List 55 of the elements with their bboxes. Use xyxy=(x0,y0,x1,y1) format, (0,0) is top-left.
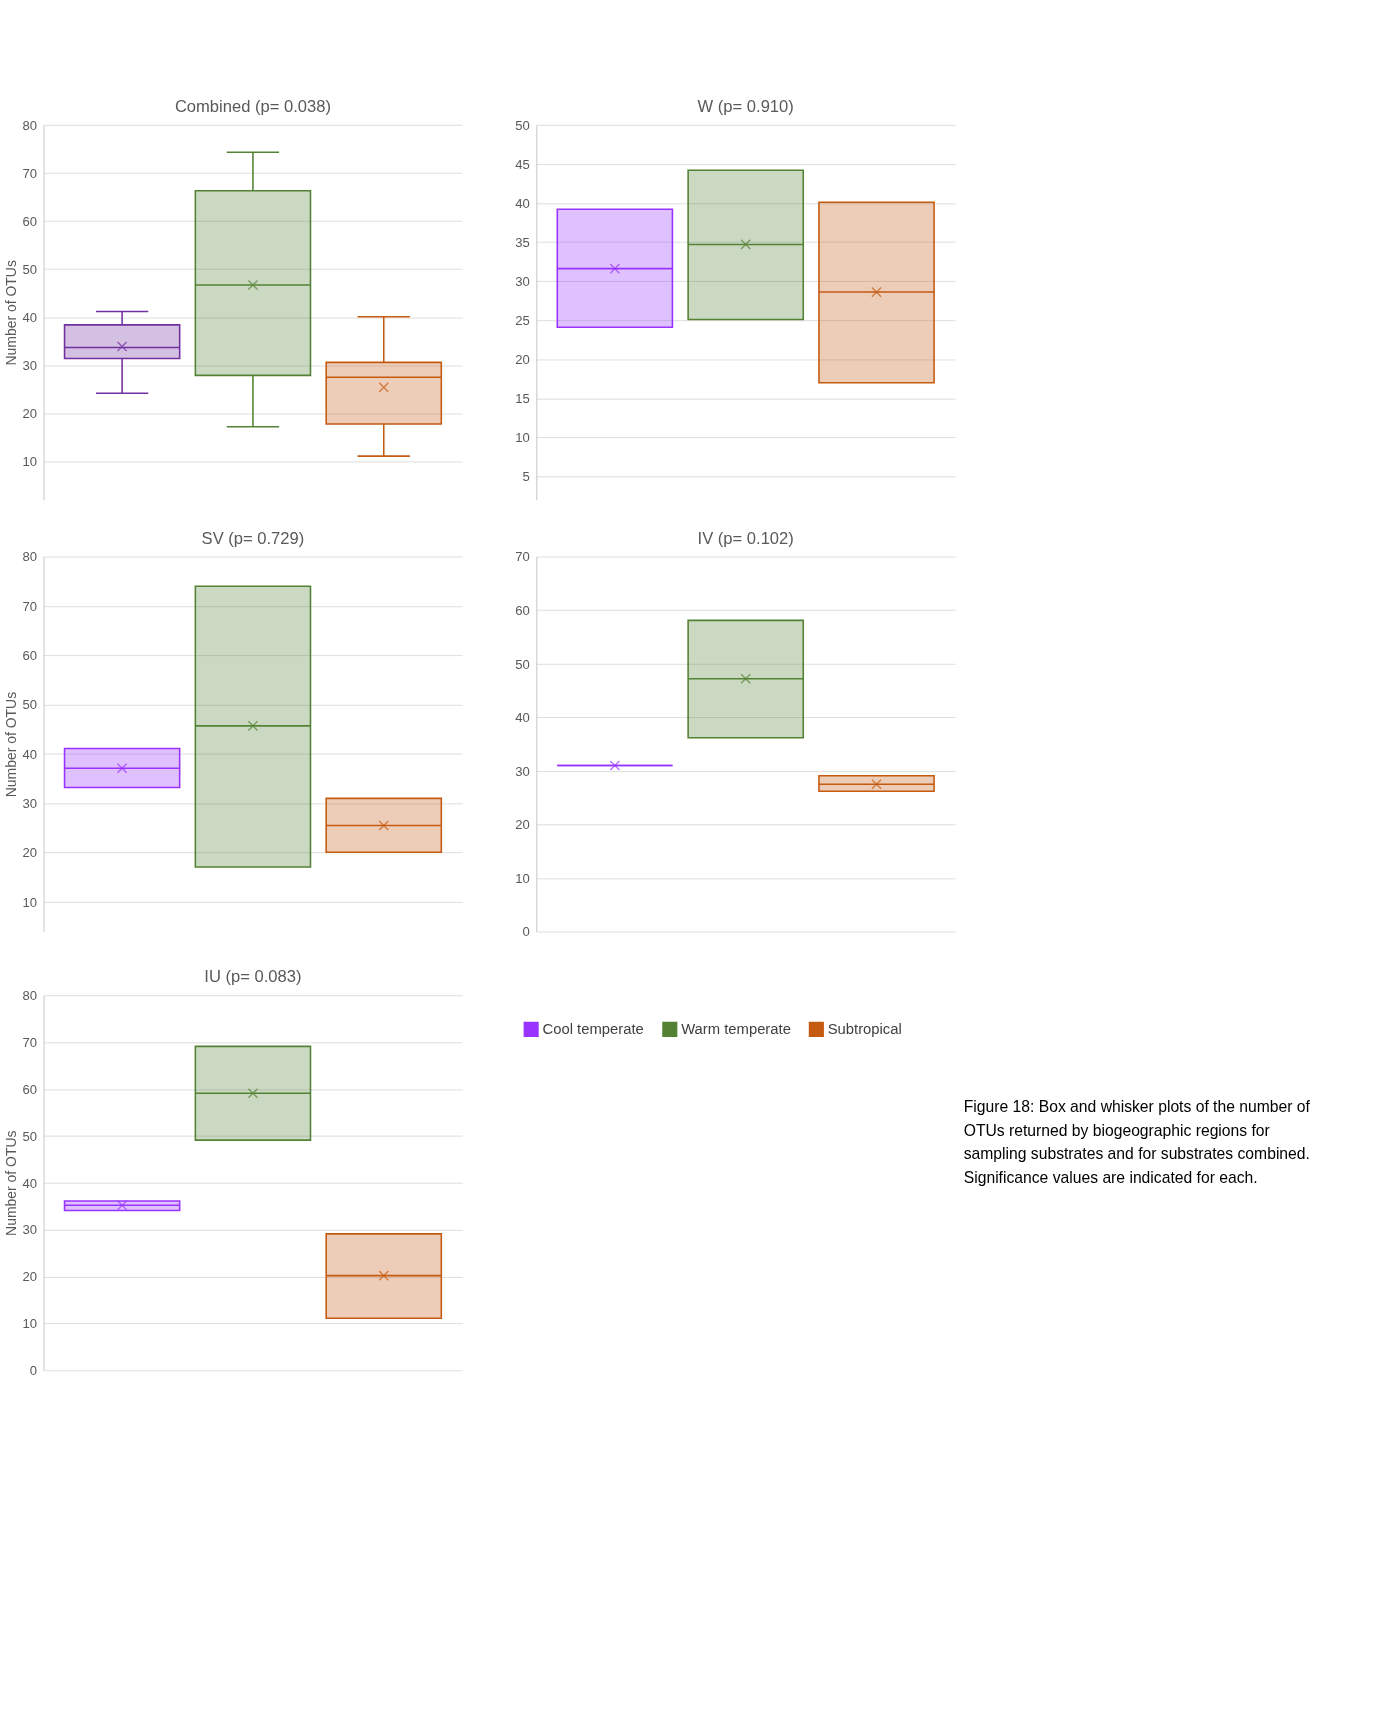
y-tick-label: 60 xyxy=(22,213,38,229)
y-tick-label: 60 xyxy=(22,648,38,664)
y-tick-label: 10 xyxy=(22,1316,38,1332)
chart-title: W (p= 0.910) xyxy=(697,96,794,116)
y-tick-label: 50 xyxy=(22,697,38,713)
y-axis-title: Number of OTUs xyxy=(3,691,20,798)
legend-label: Warm temperate xyxy=(681,1020,791,1037)
y-tick-label: 40 xyxy=(515,195,530,211)
y-tick-label: 20 xyxy=(22,1269,38,1285)
y-tick-label: 80 xyxy=(22,549,38,565)
y-tick-label: 50 xyxy=(515,656,530,672)
y-tick-label: 10 xyxy=(515,870,530,886)
caption: Figure 18: Box and whisker plots of the number of OTUs returned by biogeographic regions for sampling substrates and for substrates combined. Significance values are indicated for each. xyxy=(963,1098,1311,1186)
y-tick-label: 40 xyxy=(22,1175,38,1191)
y-axis-title: Number of OTUs xyxy=(3,260,20,366)
y-tick-label: 40 xyxy=(515,710,530,726)
y-tick-label: 35 xyxy=(515,234,530,250)
y-tick-label: 10 xyxy=(515,430,530,446)
y-tick-label: 60 xyxy=(515,602,530,618)
y-tick-label: 50 xyxy=(22,261,38,277)
y-tick-label: 20 xyxy=(515,352,530,368)
y-tick-label: 70 xyxy=(515,549,530,565)
y-tick-label: 50 xyxy=(515,117,530,133)
legend-label: Subtropical xyxy=(827,1020,902,1037)
y-tick-label: 40 xyxy=(22,309,38,325)
y-tick-label: 0 xyxy=(522,924,530,940)
chart-title: Combined (p= 0.038) xyxy=(174,96,331,116)
y-tick-label: 10 xyxy=(22,894,38,910)
y-tick-label: 0 xyxy=(29,1363,38,1379)
y-tick-label: 15 xyxy=(515,391,530,407)
y-tick-label: 45 xyxy=(515,156,530,172)
y-tick-label: 70 xyxy=(22,598,38,614)
chart-title: SV (p= 0.729) xyxy=(201,528,305,548)
chart-title: IV (p= 0.102) xyxy=(697,528,794,548)
y-tick-label: 30 xyxy=(22,1222,38,1238)
y-tick-label: 70 xyxy=(22,1034,38,1050)
y-tick-label: 40 xyxy=(22,746,38,762)
y-tick-label: 20 xyxy=(515,817,530,833)
y-tick-label: 80 xyxy=(22,988,38,1004)
y-tick-label: 10 xyxy=(22,454,38,470)
y-tick-label: 70 xyxy=(22,165,38,181)
y-axis-title: Number of OTUs xyxy=(3,1130,20,1236)
y-tick-label: 5 xyxy=(522,469,530,485)
legend-label: Cool temperate xyxy=(542,1020,644,1037)
y-tick-label: 60 xyxy=(22,1081,38,1097)
chart-title: IU (p= 0.083) xyxy=(204,967,302,987)
y-tick-label: 20 xyxy=(22,845,38,861)
y-tick-label: 50 xyxy=(22,1128,38,1144)
y-tick-label: 30 xyxy=(515,273,530,289)
y-tick-label: 30 xyxy=(515,763,530,779)
y-tick-label: 30 xyxy=(22,358,38,374)
y-tick-label: 25 xyxy=(515,313,530,328)
y-tick-label: 20 xyxy=(22,406,38,422)
y-tick-label: 30 xyxy=(22,796,38,812)
y-tick-label: 80 xyxy=(22,117,38,133)
